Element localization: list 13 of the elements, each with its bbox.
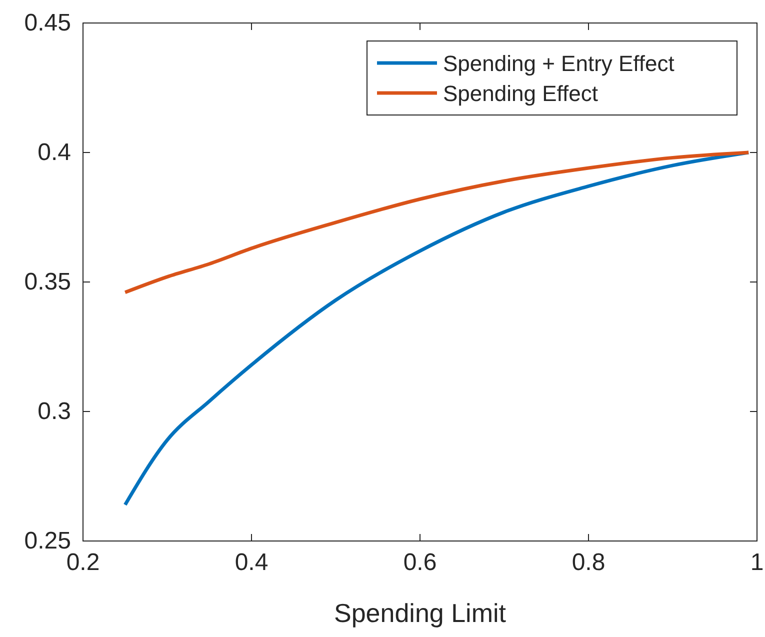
x-axis-title: Spending Limit: [334, 598, 507, 628]
line-series: [123, 150, 750, 506]
legend-label: Spending Effect: [443, 81, 598, 106]
x-tick-label: 0.4: [234, 549, 268, 576]
y-tick-label: 0.35: [24, 268, 71, 296]
y-tick-label: 0.4: [38, 139, 71, 166]
legend-label: Spending + Entry Effect: [443, 51, 674, 76]
y-tick-label: 0.45: [24, 10, 71, 37]
x-tick-label: 0.6: [403, 549, 437, 576]
y-tick-label: 0.3: [38, 398, 71, 426]
x-tick-label: 1: [750, 549, 764, 576]
x-tick-label: 0.8: [572, 549, 606, 576]
line-series: [123, 150, 750, 294]
